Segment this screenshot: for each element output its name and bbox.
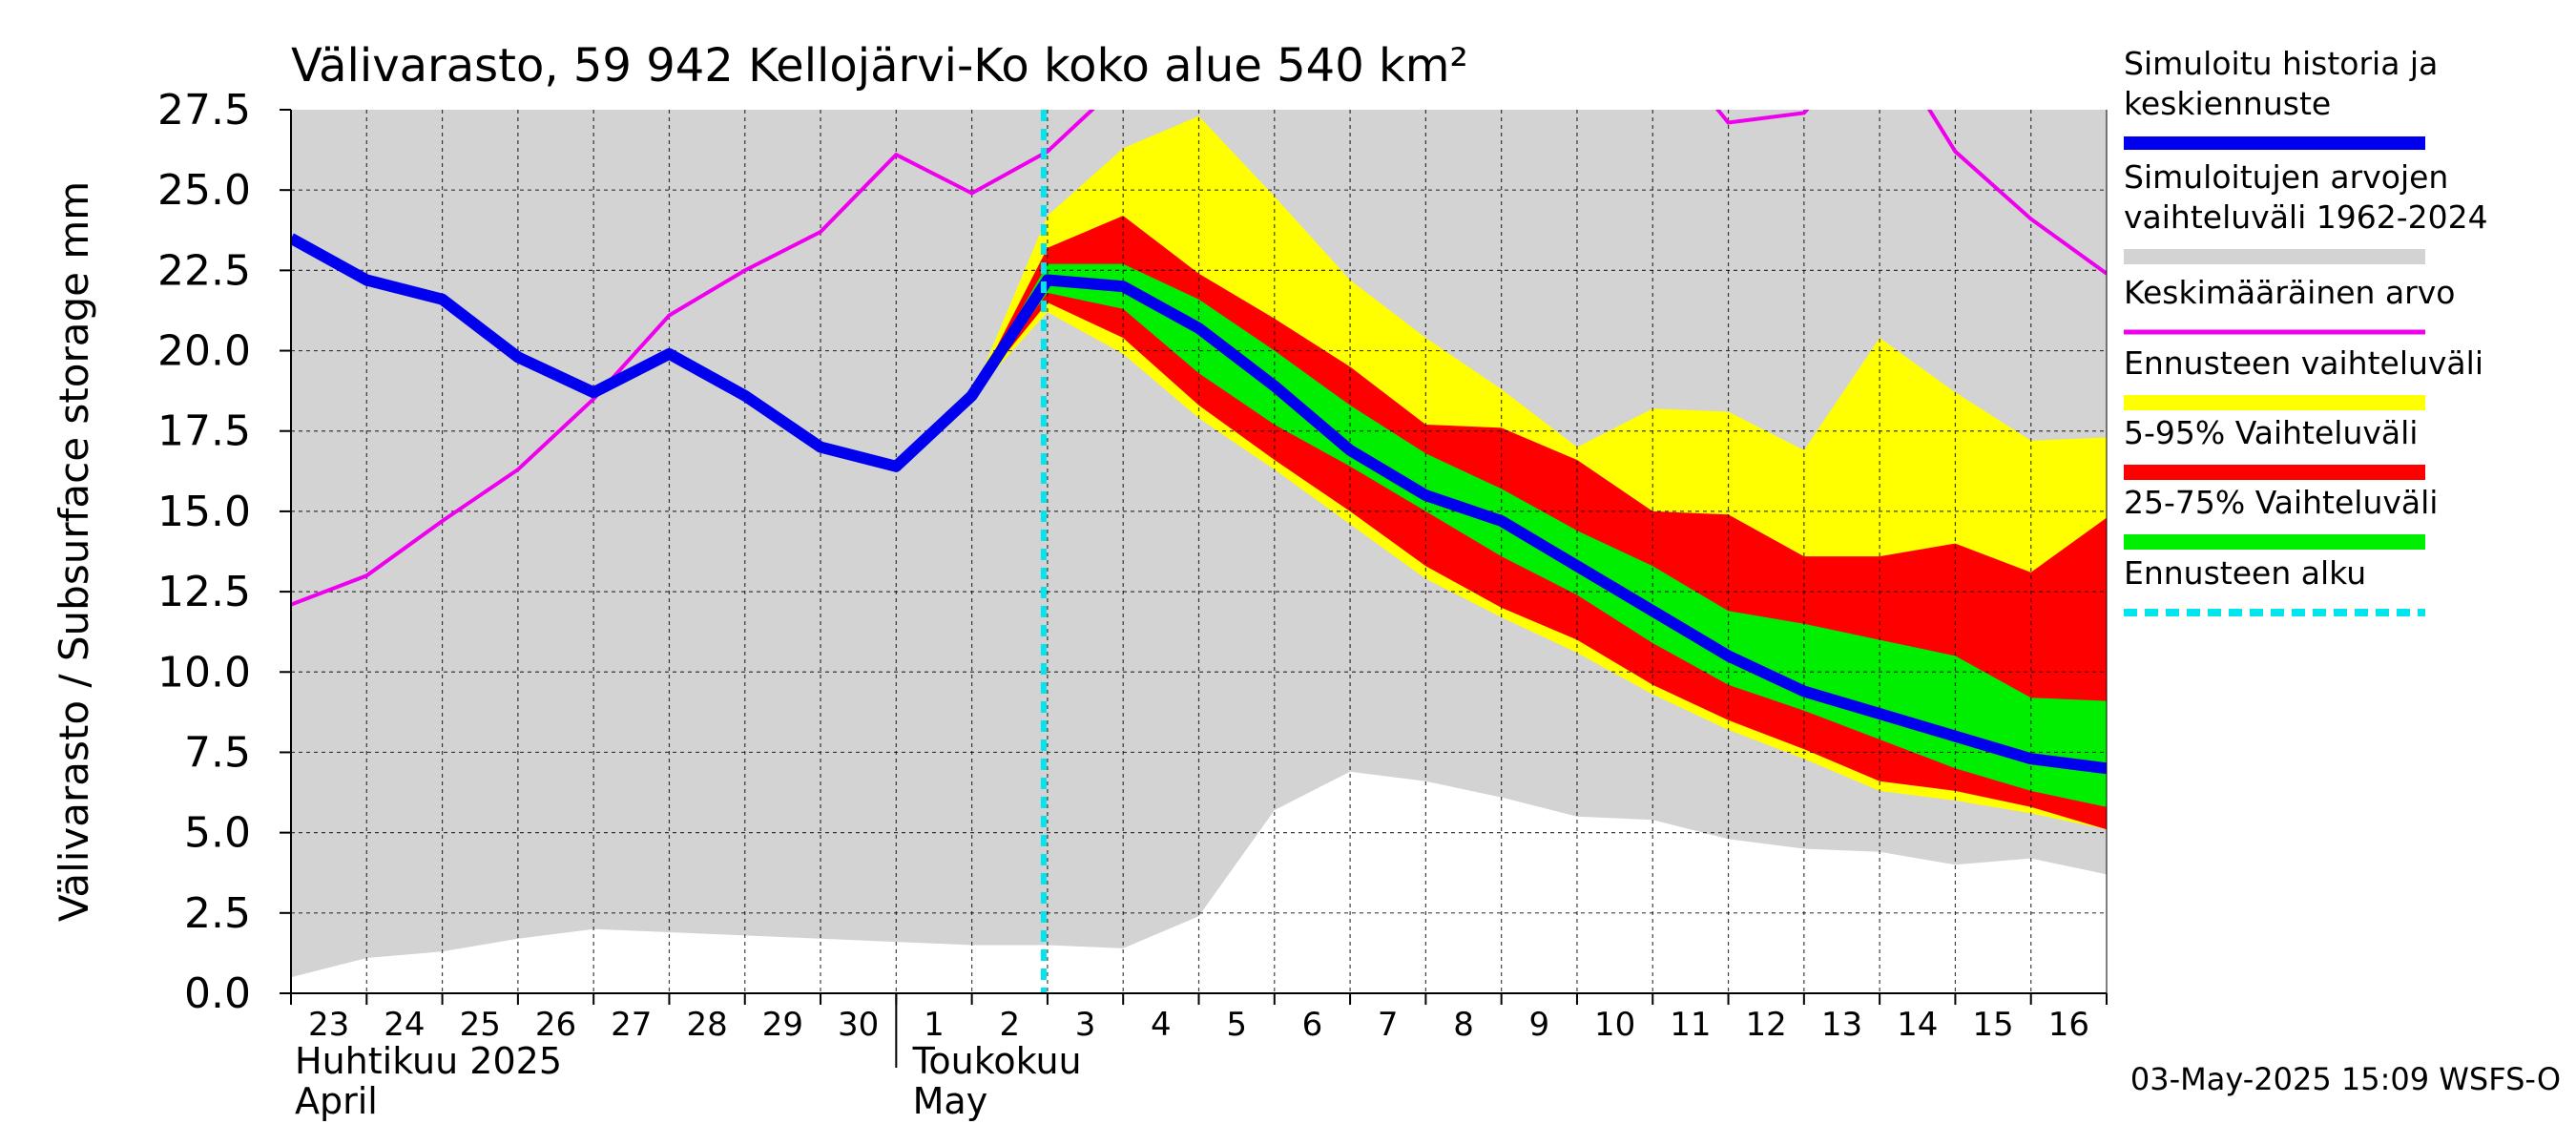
legend-label: Keskimääräinen arvo (2124, 274, 2455, 311)
x-tick-label: 13 (1821, 1006, 1862, 1044)
y-tick-label: 7.5 (184, 728, 251, 777)
y-tick-label: 15.0 (157, 488, 251, 536)
month-label: Huhtikuu 2025 (295, 1040, 562, 1082)
legend-swatch (2124, 534, 2425, 550)
x-tick-label: 24 (384, 1006, 425, 1044)
legend-swatch (2124, 465, 2425, 480)
x-tick-label: 15 (1972, 1006, 2013, 1044)
x-tick-label: 29 (762, 1006, 803, 1044)
y-tick-label: 20.0 (157, 327, 251, 376)
legend-label: 25-75% Vaihteluväli (2124, 484, 2438, 521)
legend-label: 5-95% Vaihteluväli (2124, 414, 2418, 451)
legend-label: Simuloitujen arvojen (2124, 158, 2448, 196)
x-tick-label: 9 (1528, 1006, 1549, 1044)
month-label: Toukokuu (912, 1040, 1082, 1082)
x-tick-label: 16 (2048, 1006, 2089, 1044)
x-tick-label: 11 (1670, 1006, 1711, 1044)
average-line (291, 110, 2107, 607)
y-axis-label: Välivarasto / Subsurface storage mm (51, 181, 97, 922)
month-label-english: May (913, 1080, 988, 1122)
chart-title: Välivarasto, 59 942 Kellojärvi-Ko koko a… (291, 39, 1468, 93)
y-tick-label: 27.5 (157, 86, 251, 135)
month-label-english: April (295, 1080, 378, 1122)
legend-label: Ennusteen alku (2124, 554, 2366, 592)
y-tick-label: 12.5 (157, 568, 251, 616)
footer-timestamp: 03-May-2025 15:09 WSFS-O (2130, 1061, 2561, 1097)
legend-swatch (2124, 395, 2425, 410)
legend-label: keskiennuste (2124, 85, 2331, 122)
band-25-75 (971, 263, 2107, 807)
legend-label: Simuloitu historia ja (2124, 45, 2438, 82)
x-tick-label: 27 (611, 1006, 652, 1044)
y-tick-label: 5.0 (184, 809, 251, 858)
axes: 0.0 2.5 5.0 7.5 10.0 12.5 15.0 17.5 20.0 22.5 25.0… (157, 86, 2108, 1122)
legend-label: vaihteluväli 1962-2024 (2124, 198, 2488, 236)
x-tick-label: 3 (1075, 1006, 1096, 1044)
x-tick-label: 28 (686, 1006, 727, 1044)
x-tick-label: 10 (1594, 1006, 1635, 1044)
x-tick-label: 4 (1151, 1006, 1172, 1044)
x-tick-label: 2 (999, 1006, 1020, 1044)
y-tick-label: 17.5 (157, 407, 251, 456)
y-tick-label: 22.5 (157, 246, 251, 295)
x-tick-label: 26 (535, 1006, 576, 1044)
x-tick-label: 5 (1226, 1006, 1247, 1044)
x-tick-label: 25 (460, 1006, 501, 1044)
x-tick-label: 7 (1378, 1006, 1399, 1044)
y-tick-label: 25.0 (157, 166, 251, 215)
y-tick-label: 0.0 (184, 969, 251, 1018)
x-tick-label: 30 (838, 1006, 879, 1044)
y-tick-label: 10.0 (157, 648, 251, 697)
x-tick-label: 14 (1897, 1006, 1938, 1044)
x-tick-label: 6 (1302, 1006, 1323, 1044)
x-tick-label: 1 (924, 1006, 945, 1044)
x-tick-label: 23 (308, 1006, 349, 1044)
simulated-history-line (291, 233, 2107, 775)
x-tick-label: 8 (1453, 1006, 1474, 1044)
x-tick-label: 12 (1746, 1006, 1787, 1044)
plot-area (291, 110, 2107, 993)
legend-swatch (2124, 249, 2425, 264)
y-tick-label: 2.5 (184, 889, 251, 938)
legend-label: Ennusteen vaihteluväli (2124, 344, 2483, 382)
